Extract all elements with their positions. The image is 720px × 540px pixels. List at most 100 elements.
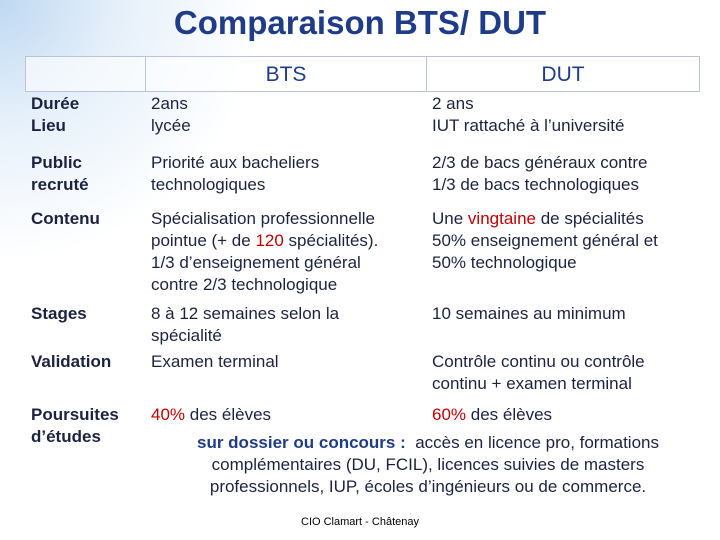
- text-run: pointue (+ de: [151, 231, 256, 250]
- slide-title: Comparaison BTS/ DUT: [173, 4, 547, 41]
- text-run: Public: [31, 153, 83, 172]
- text-line: 2/3 de bacs généraux contre: [432, 152, 700, 174]
- text-run: 120: [255, 231, 284, 250]
- text-line: 1/3 de bacs technologiques: [432, 174, 700, 196]
- text-line: Lieu: [31, 115, 146, 137]
- text-run: des élèves: [185, 405, 272, 424]
- text-run: Durée: [31, 94, 80, 113]
- dut-cell: 60% des élèves: [432, 404, 700, 426]
- text-run: complémentaires (DU, FCIL), licences sui…: [211, 455, 645, 474]
- text-run: 1/3 d’enseignement général: [151, 253, 361, 272]
- text-run: 50% enseignement général et: [432, 231, 658, 250]
- text-run: technologiques: [151, 175, 266, 194]
- text-line: sur dossier ou concours : accès en licen…: [148, 432, 708, 454]
- text-line: Spécialisation professionnelle: [151, 208, 426, 230]
- header-cell: DUT: [426, 56, 700, 92]
- text-run: professionnels, IUP, écoles d’ingénieurs…: [209, 477, 647, 496]
- footer: CIO Clamart - Châtenay: [301, 516, 419, 528]
- text-line: 60% des élèves: [432, 404, 700, 426]
- text-run: 2 ans: [432, 94, 474, 113]
- common-cell: sur dossier ou concours : accès en licen…: [148, 432, 708, 498]
- text-run: 40%: [151, 405, 186, 424]
- dut-cell: Contrôle continu ou contrôle continu + ex…: [432, 351, 700, 395]
- text-run: 8 à 12 semaines selon la: [151, 304, 340, 323]
- text-run: spécialité: [151, 326, 222, 345]
- text-line: Public: [31, 152, 146, 174]
- row-label: Contenu: [31, 208, 146, 230]
- text-line: lycée: [151, 115, 426, 137]
- bts-cell: Priorité aux bacheliers technologiques: [151, 152, 426, 196]
- text-line: technologiques: [151, 174, 426, 196]
- text-run: 60%: [432, 405, 467, 424]
- text-run: d’études: [31, 427, 101, 446]
- bts-cell: Examen terminal: [151, 351, 426, 373]
- text-line: Poursuites: [31, 404, 146, 426]
- text-run: Contrôle continu ou contrôle: [432, 352, 645, 371]
- text-run: accès en licence pro, formations: [405, 433, 659, 452]
- row-label: Durée Lieu: [31, 93, 146, 137]
- text-run: Contenu: [31, 209, 100, 228]
- bts-cell: 8 à 12 semaines selon la spécialité: [151, 303, 426, 347]
- text-line: spécialité: [151, 325, 426, 347]
- text-run: Validation: [31, 352, 112, 371]
- dut-cell: Une vingtaine de spécialités 50% enseigne…: [432, 208, 700, 274]
- bts-cell: 2ans lycée: [151, 93, 426, 137]
- header-cell: BTS: [145, 56, 427, 92]
- text-line: recruté: [31, 174, 146, 196]
- row-label: Public recruté: [31, 152, 146, 196]
- text-line: Stages: [31, 303, 146, 325]
- text-line: contre 2/3 technologique: [151, 274, 426, 296]
- text-run: des élèves: [466, 405, 553, 424]
- header-empty-cell: [25, 56, 146, 92]
- text-run: sur dossier ou concours :: [197, 433, 406, 452]
- text-run: contre 2/3 technologique: [151, 275, 338, 294]
- row-label: Poursuites d’études: [31, 404, 146, 448]
- text-line: IUT rattaché à l’université: [432, 115, 700, 137]
- text-run: de spécialités: [535, 209, 644, 228]
- text-run: Une: [432, 209, 468, 228]
- bts-cell: 40% des élèves: [151, 404, 426, 426]
- text-run: vingtaine: [467, 209, 536, 228]
- text-line: 10 semaines au minimum: [432, 303, 700, 325]
- text-line: 50% enseignement général et: [432, 230, 700, 252]
- text-line: continu + examen terminal: [432, 373, 700, 395]
- dut-cell: 2/3 de bacs généraux contre 1/3 de bacs t…: [432, 152, 700, 196]
- text-run: continu + examen terminal: [432, 374, 632, 393]
- text-run: Priorité aux bacheliers: [151, 153, 320, 172]
- text-line: d’études: [31, 426, 146, 448]
- text-run: lycée: [151, 116, 191, 135]
- text-line: complémentaires (DU, FCIL), licences sui…: [148, 454, 708, 476]
- text-run: IUT rattaché à l’université: [432, 116, 625, 135]
- text-run: 2/3 de bacs généraux contre: [432, 153, 648, 172]
- text-line: pointue (+ de 120 spécialités).: [151, 230, 426, 252]
- text-run: Poursuites: [31, 405, 119, 424]
- text-line: Durée: [31, 93, 146, 115]
- dut-cell: 10 semaines au minimum: [432, 303, 700, 325]
- text-line: Validation: [31, 351, 146, 373]
- text-run: recruté: [31, 175, 89, 194]
- text-run: Lieu: [31, 116, 66, 135]
- text-run: spécialités).: [283, 231, 379, 250]
- text-run: 10 semaines au minimum: [432, 304, 626, 323]
- text-line: Contenu: [31, 208, 146, 230]
- text-line: 2 ans: [432, 93, 700, 115]
- text-line: Contrôle continu ou contrôle: [432, 351, 700, 373]
- text-run: 2ans: [151, 94, 188, 113]
- row-label: Validation: [31, 351, 146, 373]
- row-label: Stages: [31, 303, 146, 325]
- dut-cell: 2 ans IUT rattaché à l’université: [432, 93, 700, 137]
- text-line: 40% des élèves: [151, 404, 426, 426]
- text-line: Priorité aux bacheliers: [151, 152, 426, 174]
- text-run: 50% technologique: [432, 253, 577, 272]
- text-line: 1/3 d’enseignement général: [151, 252, 426, 274]
- text-line: 8 à 12 semaines selon la: [151, 303, 426, 325]
- text-line: Une vingtaine de spécialités: [432, 208, 700, 230]
- text-line: 50% technologique: [432, 252, 700, 274]
- bts-cell: Spécialisation professionnelle pointue (+…: [151, 208, 426, 296]
- text-run: Examen terminal: [151, 352, 279, 371]
- text-line: Examen terminal: [151, 351, 426, 373]
- text-line: 2ans: [151, 93, 426, 115]
- text-run: Stages: [31, 304, 87, 323]
- text-line: professionnels, IUP, écoles d’ingénieurs…: [148, 476, 708, 498]
